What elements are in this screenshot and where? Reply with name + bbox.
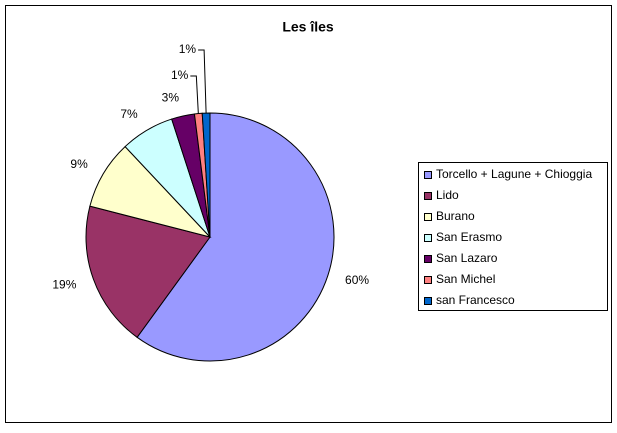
leader-line <box>198 49 207 114</box>
legend-label: Torcello + Lagune + Chioggia <box>436 167 592 181</box>
legend-swatch <box>424 255 432 263</box>
pie-slice <box>85 205 211 339</box>
pie-slice <box>201 112 211 238</box>
legend-label: Burano <box>436 209 475 223</box>
legend-label: San Lazaro <box>436 251 498 265</box>
data-label: 7% <box>120 107 138 121</box>
data-label: 3% <box>162 91 180 105</box>
data-label: 1% <box>171 68 189 82</box>
legend-swatch <box>424 276 432 284</box>
data-label: 19% <box>52 277 76 291</box>
legend-swatch <box>424 213 432 221</box>
data-label: 60% <box>345 273 369 287</box>
legend-swatch <box>424 171 432 179</box>
legend-swatch <box>424 297 432 305</box>
leader-line <box>190 75 199 114</box>
legend-label: Lido <box>436 188 459 202</box>
data-label: 1% <box>179 42 197 56</box>
legend-label: San Michel <box>436 272 495 286</box>
chart-title: Les îles <box>282 19 334 35</box>
legend-swatch <box>424 192 432 200</box>
data-label: 9% <box>70 157 88 171</box>
legend-label: san Francesco <box>436 293 515 307</box>
pie-slice <box>136 112 335 362</box>
legend <box>418 162 608 311</box>
legend-swatch <box>424 234 432 242</box>
legend-label: San Erasmo <box>436 230 502 244</box>
